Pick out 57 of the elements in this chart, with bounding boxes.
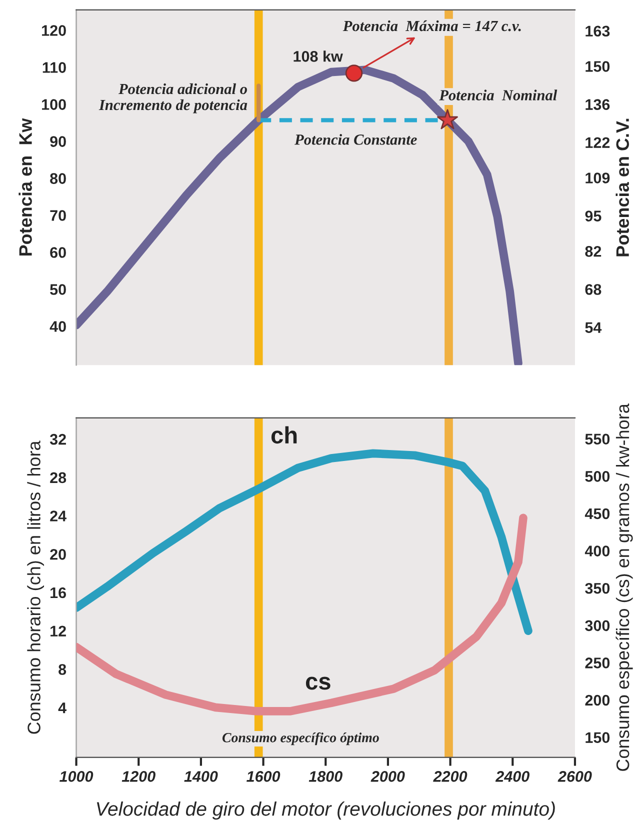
y-tick-label: 80 [50,173,66,184]
y-tick-label: 40 [50,321,66,332]
y2-tick-label: 136 [586,99,610,110]
y2-tick-label: 54 [585,322,602,333]
y-tick-label: 24 [50,510,66,522]
annotation: Potencia Nominal [439,90,558,100]
y-tick-label: 120 [42,25,66,36]
y2-tick-label: 122 [586,137,610,148]
x-tick-label: 1400 [184,771,218,782]
y2-tick-label: 550 [585,434,610,445]
x-tick-label: 2200 [433,771,468,782]
y2-axis-title: Consumo específico (cs) en gramos / kw-hora [616,404,633,771]
y-tick-label: 100 [42,99,66,110]
annotation: Consumo específico óptimo [222,732,379,746]
y-tick-label: 4 [58,702,66,714]
annotation: 108 kw [294,50,343,62]
y-tick-label: 32 [50,434,66,445]
y-tick-label: 28 [50,472,66,484]
y2-axis-title: Potencia en C.V. [616,118,630,256]
annotation: Potencia Constante [294,134,417,145]
x-tick-label: 1600 [246,771,280,782]
series-label: ch [271,426,297,444]
x-tick-label: 2000 [370,771,405,782]
y-tick-label: 110 [42,62,66,73]
y-tick-label: 16 [50,587,66,598]
y-axis-title: Consumo horario (ch) en litros / hora [27,440,44,734]
y2-tick-label: 250 [585,658,610,668]
y-tick-label: 90 [50,136,66,147]
y-tick-label: 70 [50,210,66,221]
x-tick-label: 2400 [495,771,530,782]
y-tick-label: 12 [50,626,66,636]
x-tick-label: 1800 [308,771,342,782]
x-tick-label: 2600 [558,771,592,782]
x-tick-label: 1000 [60,771,94,782]
y-axis-title: Potencia en Kw [18,118,32,256]
y-tick-label: 60 [50,247,66,258]
y2-tick-label: 163 [586,26,610,37]
y2-tick-label: 82 [585,246,602,257]
annotation: Potencia adicional o Incremento de potencia [98,83,248,114]
x-tick-label: 1200 [122,771,156,782]
y2-tick-label: 300 [585,620,610,632]
x-axis-title: Velocidad de giro del motor (revoluciones por minuto) [96,802,555,820]
annotation: Potencia Máxima = 147 c.v. [342,20,521,32]
y-tick-label: 50 [50,284,66,295]
y2-tick-label: 95 [585,210,602,222]
y2-tick-label: 400 [584,546,610,556]
y2-tick-label: 68 [585,284,602,295]
y2-tick-label: 200 [585,694,610,706]
y-tick-label: 20 [50,549,66,560]
y2-tick-label: 150 [586,61,610,72]
y2-tick-label: 109 [586,172,610,184]
y2-tick-label: 150 [586,732,610,743]
series-label: cs [306,676,330,690]
y2-tick-label: 350 [585,582,610,594]
y2-tick-label: 500 [585,471,610,482]
y-tick-label: 8 [58,664,66,675]
y2-tick-label: 450 [584,508,610,520]
